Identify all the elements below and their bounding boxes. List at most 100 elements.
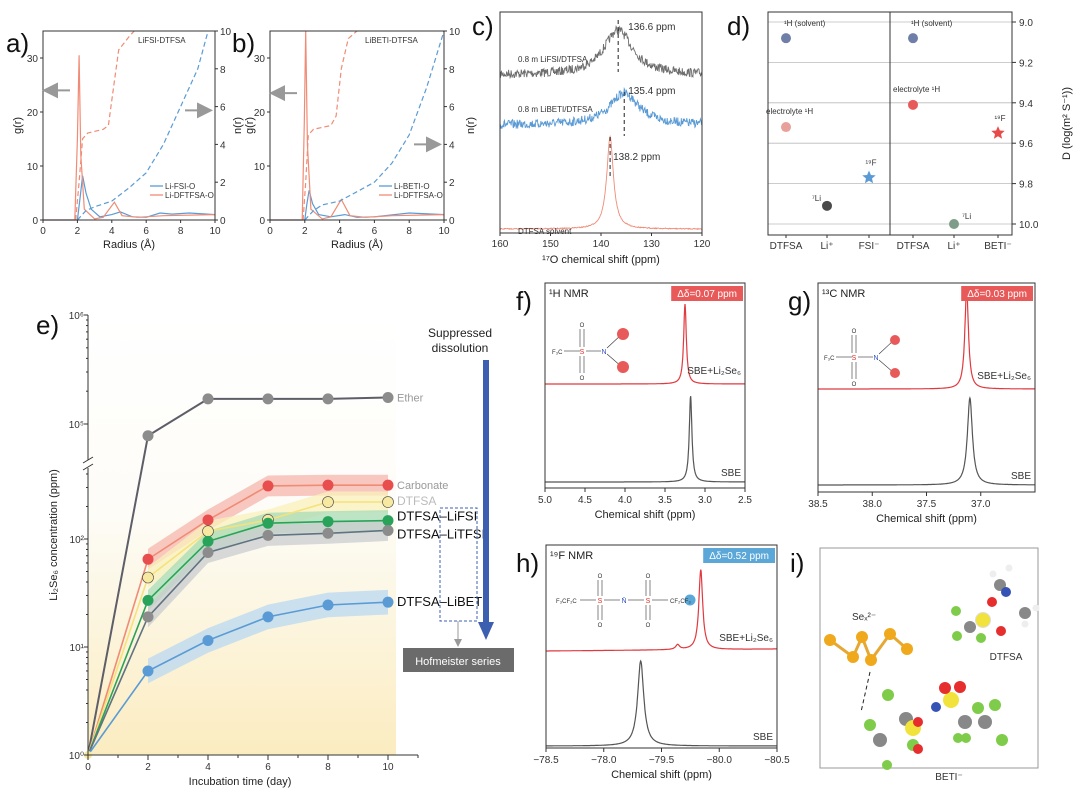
structure-atom: S [852,355,857,362]
y-tick-label: 0 [259,216,265,227]
x-tick-label: −80.0 [707,755,733,766]
series-line [87,501,388,756]
x-tick-label: BETI⁻ [984,241,1012,252]
series-label: DTFSA–LiTFSI [397,526,485,541]
x-axis-label: Chemical shift (ppm) [595,509,696,521]
star-marker [862,170,876,184]
circle-marker [908,33,918,44]
selenium-atom [901,643,913,655]
y2-tick-label: 8 [449,65,455,76]
y-tick-label: 10² [70,535,85,546]
structure-atom: S [580,349,585,356]
carbon-atom [873,733,887,747]
x-tick-label: 37.5 [917,499,937,510]
data-point [382,524,394,536]
trace-label: 0.8 m LiBETI/DTFSA [518,105,593,114]
data-point [322,527,334,539]
molecular-model: Seₓ²⁻ DTFSA BETI⁻ [819,547,1040,783]
data-point [262,517,274,529]
y2-axis-label: n(r) [232,117,244,134]
series-line [87,519,389,756]
x-tick-label: −78.0 [591,755,617,766]
error-band [148,474,388,570]
x-tick-label: −78.5 [533,755,559,766]
nmr-plot-g: SBE+Li₂Se₆ SBE 38.5 38.0 37.5 37.0 Chemical sh… [808,282,1036,525]
fluorine-atom [953,733,963,743]
data-point [322,496,334,508]
diffusion-plot: 9.0 9.2 9.4 9.6 9.8 10.0 DTFSA Li⁺ FSI⁻ ¹H (solve… [766,11,1073,252]
star-marker [991,126,1005,139]
selenium-atom [856,631,868,643]
x-tick-label: 4 [205,762,211,773]
data-point [262,480,274,492]
delta-badge [703,548,775,563]
series-line [43,175,216,221]
series-line [75,30,135,221]
y-tick-label: 9.2 [1019,58,1033,69]
point-label: ¹⁹F [866,159,877,168]
x-tick-label: 10 [209,226,221,237]
o17-nmr-plot: 0.8 m LiFSI/DTFSA 0.8 m LiBETI/DTFSA DTFSA… [492,11,711,266]
data-point [142,553,154,565]
trace-label: SBE [1011,471,1031,482]
y2-tick-label: 4 [220,140,226,151]
spectrum-line [546,569,777,652]
x-axis-label: ¹⁷O chemical shift (ppm) [542,254,660,266]
series-line [87,484,388,756]
trace-label: SBE+Li₂Se₆ [687,366,741,377]
series-label: DTFSA–LiBETI [397,594,486,609]
y-tick-label: 9.8 [1019,180,1033,191]
data-point [142,665,154,677]
highlight-methyl-icon [890,368,900,378]
fluorine-atom [882,689,894,701]
y-tick-label: 30 [27,54,39,65]
plot-frame [544,282,746,489]
trace-label: SBE+Li₂Se₆ [977,371,1031,382]
x-axis-label: Chemical shift (ppm) [876,513,977,525]
y-axis-label: D (log(m² S⁻¹)) [1061,87,1073,160]
x-tick-label: 4 [109,226,115,237]
x-axis-label: Radius (Å) [103,238,155,251]
structure-atom: S [646,598,651,605]
hofmeister-series-box [403,648,514,672]
structure-atom: O [598,623,603,629]
fluorine-atom [882,760,892,770]
circle-marker [822,200,832,211]
panel-label-f: f) [516,286,532,316]
series-label: Ether [397,393,424,405]
nmr-title: ¹⁹F NMR [550,550,593,562]
selenium-atom [847,651,859,663]
x-tick-label: 38.5 [808,499,828,510]
x-tick-label: FSI⁻ [859,241,880,252]
structure-atom: O [646,574,651,580]
point-label: ¹H (solvent) [784,19,826,28]
y2-tick-label: 2 [220,178,226,189]
x-tick-label: 37.0 [971,499,991,510]
series-line [76,30,209,221]
x-tick-label: 3.0 [698,495,712,506]
trace-label: DTFSA solvent [518,227,572,236]
point-label: ⁷Li [962,212,971,221]
series-line [304,30,445,221]
hydrogen-atom [989,570,997,578]
data-point [142,594,154,606]
data-point [202,525,214,538]
panel-label-b: b) [232,28,255,58]
x-tick-label: 3.5 [658,495,672,506]
structure-atom: F₃CF₂C [556,599,577,605]
circle-marker [949,219,959,229]
x-tick-label: 130 [643,239,660,250]
carbon-atom [1019,607,1031,619]
highlight-methyl-icon [617,328,629,340]
data-point [382,496,394,508]
x-tick-label: 6 [372,226,378,237]
structure-atom: O [852,329,857,335]
delta-badge-label: Δδ=0.03 ppm [967,289,1027,300]
panel-label-h: h) [516,548,539,578]
data-point [322,599,334,611]
y2-tick-label: 10 [220,27,232,38]
legend-label: Li-BETI-O [394,182,430,191]
fluorine-atom [972,702,984,714]
y2-tick-label: 8 [220,65,226,76]
data-point [202,393,214,405]
